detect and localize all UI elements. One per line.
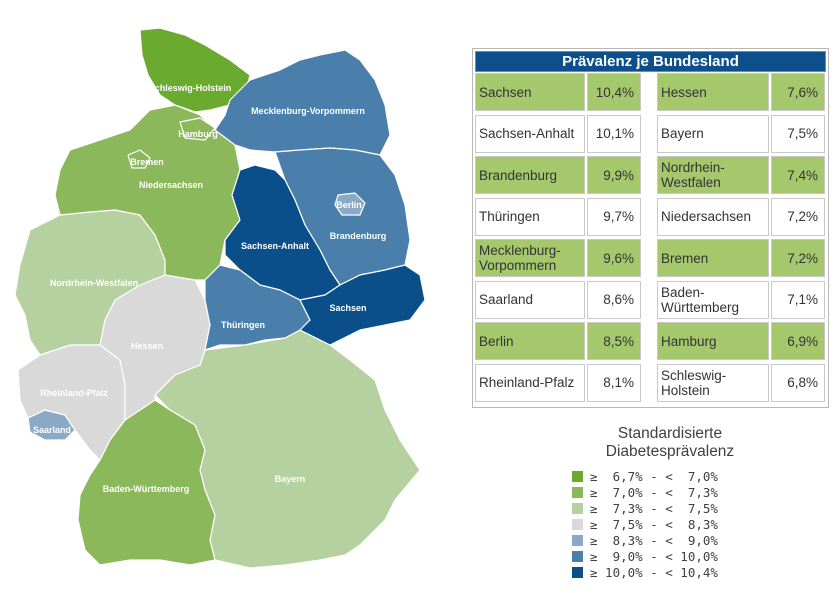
legend-items: ≥ 6,7% - < 7,0% ≥ 7,0% - < 7,3% ≥ 7,3% - <… (560, 469, 780, 581)
prevalence-value-cell: 8,1% (587, 363, 641, 402)
prevalence-value-cell: 6,8% (771, 363, 825, 402)
label-rheinland-pfalz: Rheinland-Pfalz (40, 388, 108, 398)
legend-swatch (572, 519, 583, 530)
legend-item: ≥ 7,3% - < 7,5% (560, 501, 780, 517)
legend-label: ≥ 9,0% - < 10,0% (590, 549, 718, 564)
state-name-cell: Rheinland-Pfalz (475, 363, 585, 402)
legend-title-line2: Diabetesprävalenz (605, 443, 735, 460)
prevalence-value-cell: 9,9% (587, 156, 641, 194)
label-brandenburg: Brandenburg (330, 231, 387, 241)
state-name-cell: Bayern (657, 114, 769, 153)
label-bayern: Bayern (275, 474, 306, 484)
state-name-cell: Berlin (475, 322, 585, 360)
legend-item: ≥ 7,5% - < 8,3% (560, 517, 780, 533)
legend-item: ≥ 8,3% - < 9,0% (560, 533, 780, 549)
state-name-cell: Niedersachsen (657, 197, 769, 236)
label-nordrhein-westfalen: Nordrhein-Westfalen (50, 278, 138, 288)
prevalence-value-cell: 10,4% (587, 73, 641, 111)
legend-item: ≥ 6,7% - < 7,0% (560, 469, 780, 485)
state-name-cell: Baden-Württemberg (657, 280, 769, 319)
legend-label: ≥ 10,0% - < 10,4% (590, 565, 718, 580)
legend-item: ≥ 10,0% - < 10,4% (560, 565, 780, 581)
label-thueringen: Thüringen (221, 320, 265, 330)
legend-swatch (572, 471, 583, 482)
state-name-cell: Hessen (657, 73, 769, 111)
state-thueringen (204, 264, 311, 351)
prevalence-value-cell: 7,2% (771, 239, 825, 277)
state-name-cell: Nordrhein-Westfalen (657, 156, 769, 194)
label-bremen: Bremen (130, 157, 164, 167)
prevalence-value-cell: 9,6% (587, 239, 641, 277)
legend-label: ≥ 7,0% - < 7,3% (590, 485, 718, 500)
state-name-cell: Sachsen (475, 73, 585, 111)
prevalence-value-cell: 9,7% (587, 197, 641, 236)
prevalence-value-cell: 6,9% (771, 322, 825, 360)
prevalence-value-cell: 7,5% (771, 114, 825, 153)
state-name-cell: Thüringen (475, 197, 585, 236)
state-berlin (334, 192, 366, 216)
label-hamburg: Hamburg (178, 129, 218, 139)
legend-label: ≥ 8,3% - < 9,0% (590, 533, 718, 548)
legend-swatch (572, 551, 583, 562)
state-mecklenburg-vorpommern (214, 49, 391, 156)
label-niedersachsen: Niedersachsen (139, 180, 203, 190)
state-baden-wuerttemberg (77, 399, 216, 566)
label-berlin: Berlin (336, 200, 362, 210)
label-baden-wuerttemberg: Baden-Württemberg (103, 484, 190, 494)
state-name-cell: Schleswig-Holstein (657, 363, 769, 402)
label-saarland: Saarland (33, 425, 71, 435)
state-name-cell: Mecklenburg-Vorpommern (475, 239, 585, 277)
legend-swatch (572, 503, 583, 514)
label-hessen: Hessen (131, 341, 163, 351)
legend-title-line1: Standardisierte (617, 425, 723, 442)
state-name-cell: Bremen (657, 239, 769, 277)
table-title: Prävalenz je Bundesland (475, 51, 826, 72)
label-sachsen-anhalt: Sachsen-Anhalt (241, 241, 309, 251)
state-name-cell: Brandenburg (475, 156, 585, 194)
prevalence-table: Prävalenz je Bundesland Sachsen 10,4% Sach… (472, 48, 829, 408)
legend: Standardisierte Diabetesprävalenz ≥ 6,7%… (560, 425, 780, 581)
legend-title: Standardisierte Diabetesprävalenz (560, 425, 780, 461)
state-name-cell: Sachsen-Anhalt (475, 114, 585, 153)
legend-label: ≥ 6,7% - < 7,0% (590, 469, 718, 484)
germany-map: Schleswig-Holstein Hamburg Mecklenburg-V… (14, 27, 426, 569)
state-sachsen (299, 264, 426, 346)
legend-label: ≥ 7,3% - < 7,5% (590, 501, 718, 516)
prevalence-value-cell: 7,4% (771, 156, 825, 194)
prevalence-value-cell: 8,6% (587, 280, 641, 319)
prevalence-value-cell: 8,5% (587, 322, 641, 360)
state-hamburg (179, 117, 216, 141)
label-schleswig-holstein: Schleswig-Holstein (149, 83, 232, 93)
state-name-cell: Saarland (475, 280, 585, 319)
legend-label: ≥ 7,5% - < 8,3% (590, 517, 718, 532)
state-bremen (127, 149, 151, 169)
prevalence-value-cell: 7,2% (771, 197, 825, 236)
legend-swatch (572, 487, 583, 498)
legend-swatch (572, 567, 583, 578)
state-rheinland-pfalz (17, 344, 126, 461)
legend-item: ≥ 7,0% - < 7,3% (560, 485, 780, 501)
state-name-cell: Hamburg (657, 322, 769, 360)
legend-swatch (572, 535, 583, 546)
label-mecklenburg-vorpommern: Mecklenburg-Vorpommern (251, 106, 365, 116)
legend-item: ≥ 9,0% - < 10,0% (560, 549, 780, 565)
prevalence-value-cell: 7,6% (771, 73, 825, 111)
label-sachsen: Sachsen (329, 303, 366, 313)
prevalence-value-cell: 10,1% (587, 114, 641, 153)
prevalence-value-cell: 7,1% (771, 280, 825, 319)
